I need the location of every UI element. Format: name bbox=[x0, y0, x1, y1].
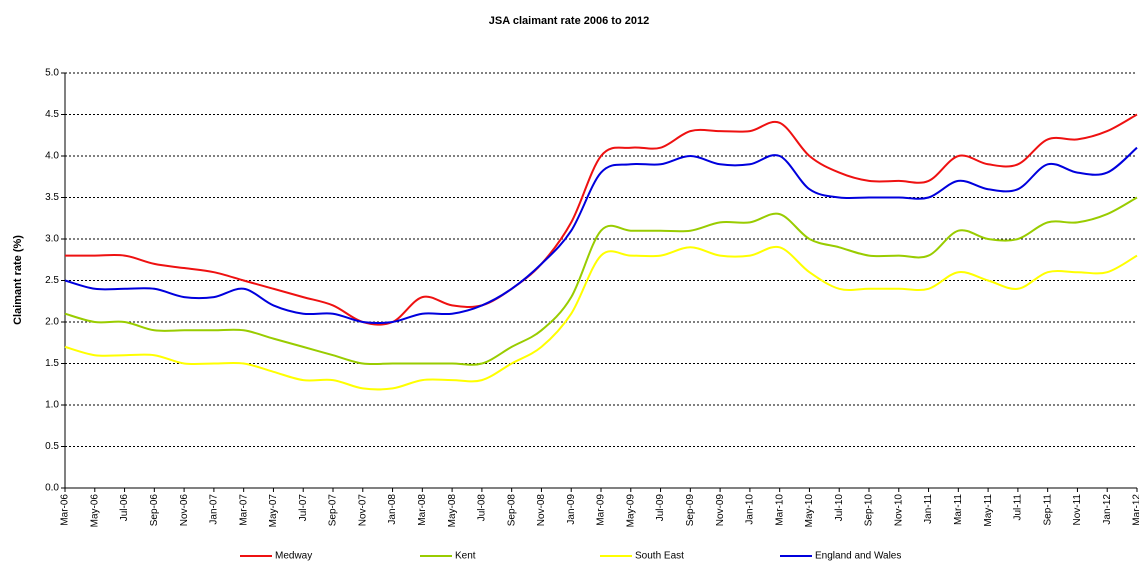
x-tick-label: Nov-06 bbox=[179, 494, 190, 527]
x-tick-label: Jan-08 bbox=[387, 494, 398, 525]
y-tick-label: 5.0 bbox=[45, 68, 59, 79]
x-tick-label: Sep-10 bbox=[864, 494, 875, 527]
x-tick-label: Mar-06 bbox=[60, 494, 71, 526]
x-tick-label: Sep-08 bbox=[506, 494, 517, 527]
x-tick-label: Nov-10 bbox=[893, 494, 904, 527]
x-tick-label: Jul-09 bbox=[655, 494, 666, 522]
x-tick-label: Nov-08 bbox=[536, 494, 547, 527]
x-tick-label: Sep-09 bbox=[685, 494, 696, 527]
x-tick-label: Mar-11 bbox=[953, 494, 964, 525]
x-tick-label: Nov-11 bbox=[1072, 494, 1083, 526]
series-line bbox=[64, 146, 1138, 325]
x-tick-label: Jul-10 bbox=[834, 494, 845, 522]
x-tick-label: Mar-12 bbox=[1132, 494, 1139, 526]
y-tick-label: 4.0 bbox=[45, 151, 59, 162]
chart-title: JSA claimant rate 2006 to 2012 bbox=[489, 15, 649, 27]
series-line bbox=[65, 113, 1138, 326]
x-tick-label: Nov-07 bbox=[357, 494, 368, 527]
y-tick-label: 3.5 bbox=[45, 192, 59, 203]
x-tick-label: May-07 bbox=[268, 494, 279, 528]
y-tick-label: 1.0 bbox=[45, 400, 59, 411]
x-tick-label: Mar-09 bbox=[596, 494, 607, 526]
x-tick-label: Jan-11 bbox=[923, 494, 934, 524]
x-tick-label: Jan-12 bbox=[1102, 494, 1113, 525]
y-axis-label: Claimant rate (%) bbox=[12, 235, 24, 325]
x-tick-label: May-06 bbox=[89, 494, 100, 528]
x-tick-label: May-10 bbox=[804, 494, 815, 528]
y-tick-label: 0.5 bbox=[45, 441, 59, 452]
x-tick-label: Jan-07 bbox=[209, 494, 220, 525]
x-tick-label: Mar-07 bbox=[238, 494, 249, 526]
legend-label: England and Wales bbox=[815, 551, 901, 562]
legend-label: South East bbox=[635, 551, 684, 562]
series-line bbox=[64, 245, 1138, 391]
x-tick-label: Jan-10 bbox=[745, 494, 756, 525]
series-line bbox=[64, 196, 1138, 366]
legend-label: Kent bbox=[455, 551, 476, 562]
y-tick-label: 3.0 bbox=[45, 234, 59, 245]
y-tick-label: 2.5 bbox=[45, 275, 59, 286]
x-tick-label: Jan-09 bbox=[566, 494, 577, 525]
x-tick-label: Sep-07 bbox=[328, 494, 339, 527]
x-tick-label: Mar-08 bbox=[417, 494, 428, 526]
x-tick-label: Sep-11 bbox=[1042, 494, 1053, 526]
y-tick-label: 2.0 bbox=[45, 317, 59, 328]
x-tick-label: Mar-10 bbox=[774, 494, 785, 526]
legend-label: Medway bbox=[275, 551, 312, 562]
y-tick-label: 0.0 bbox=[45, 483, 59, 494]
y-tick-label: 4.5 bbox=[45, 109, 59, 120]
x-tick-label: Sep-06 bbox=[149, 494, 160, 527]
x-tick-label: Jul-08 bbox=[477, 494, 488, 522]
x-tick-label: May-09 bbox=[625, 494, 636, 528]
x-tick-label: Jul-11 bbox=[1013, 494, 1024, 521]
x-tick-label: May-11 bbox=[983, 494, 994, 527]
x-tick-label: Nov-09 bbox=[715, 494, 726, 527]
x-tick-label: May-08 bbox=[447, 494, 458, 528]
x-tick-label: Jul-07 bbox=[298, 494, 309, 522]
y-tick-label: 1.5 bbox=[45, 358, 59, 369]
x-tick-label: Jul-06 bbox=[119, 494, 130, 522]
